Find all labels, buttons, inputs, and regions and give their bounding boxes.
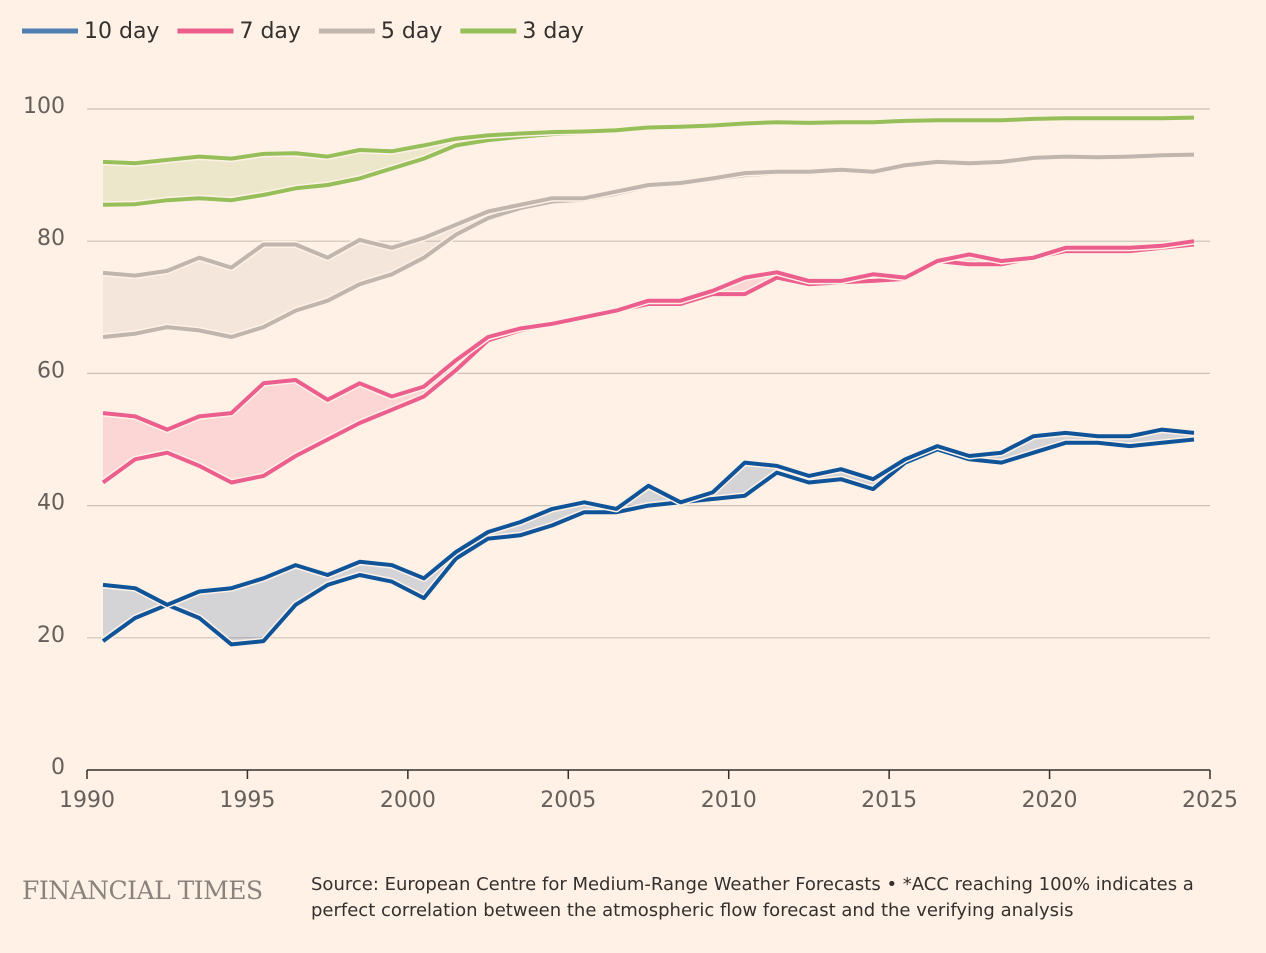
x-tick-label: 2000 (380, 788, 436, 813)
band-fill (103, 241, 1194, 483)
line (102, 427, 1195, 607)
line (102, 152, 1195, 278)
y-tick-label: 0 (51, 755, 65, 780)
x-tick-label: 2010 (701, 788, 757, 813)
x-tick-label: 2005 (540, 788, 596, 813)
legend-label: 7 day (239, 19, 300, 44)
line (101, 437, 1195, 647)
line (102, 239, 1195, 432)
legend-label: 10 day (84, 19, 159, 44)
y-tick-label: 20 (37, 623, 65, 648)
legend-label: 3 day (522, 19, 583, 44)
chart: 0 20 40 60 80 100 1990 1995 2000 2005 2010 2015 2020… (22, 19, 1238, 813)
source-note: Source: European Centre for Medium-Range… (311, 874, 1194, 921)
y-tick-label: 100 (23, 94, 65, 119)
y-tick-label: 80 (37, 226, 65, 251)
y-tick-label: 40 (37, 491, 65, 516)
x-tick-label: 1995 (219, 788, 275, 813)
band-fill (103, 154, 1194, 337)
brand: FINANCIAL TIMES (22, 876, 263, 905)
x-tick-label: 2020 (1022, 788, 1078, 813)
y-tick-label: 60 (37, 358, 65, 383)
line (102, 115, 1195, 166)
legend-label: 5 day (381, 19, 442, 44)
x-tick-label: 2015 (861, 788, 917, 813)
x-tick-label: 2025 (1182, 788, 1238, 813)
band-fill (103, 429, 1194, 645)
x-tick-label: 1990 (59, 788, 115, 813)
